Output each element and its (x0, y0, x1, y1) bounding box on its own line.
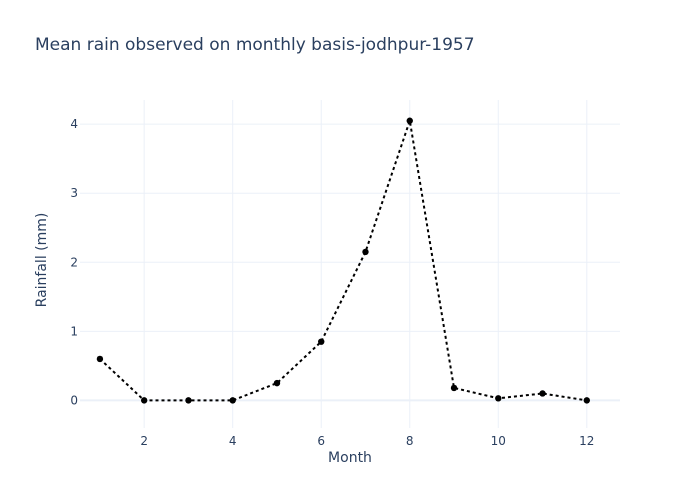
data-point[interactable] (362, 248, 369, 256)
y-axis-title: Rainfall (mm) (34, 213, 50, 308)
data-point[interactable] (140, 397, 148, 404)
data-point[interactable] (229, 397, 236, 404)
series-layer (96, 117, 591, 404)
x-axis-title: Month (328, 450, 372, 466)
data-point[interactable] (273, 379, 281, 387)
data-point[interactable] (495, 395, 502, 402)
x-tick-label: 2 (140, 434, 148, 448)
x-tick-label: 12 (579, 434, 594, 448)
y-tick-label: 3 (70, 186, 78, 200)
x-tick-label: 6 (317, 434, 325, 448)
data-point[interactable] (185, 397, 192, 404)
y-tick-label: 4 (70, 117, 78, 131)
data-point[interactable] (406, 117, 413, 124)
chart-title: Mean rain observed on monthly basis-jodh… (35, 35, 475, 55)
data-point[interactable] (539, 390, 546, 397)
x-tick-label: 4 (229, 434, 237, 448)
data-point[interactable] (583, 397, 591, 404)
y-tick-label: 0 (70, 393, 78, 407)
data-point[interactable] (96, 355, 104, 363)
series-line (99, 120, 587, 402)
y-tick-label: 2 (70, 255, 78, 269)
data-point[interactable] (318, 338, 325, 345)
x-tick-label: 8 (406, 434, 414, 448)
x-tick-label: 10 (491, 434, 506, 448)
y-tick-label: 1 (70, 324, 78, 338)
grid (80, 100, 620, 428)
data-point[interactable] (450, 384, 458, 392)
